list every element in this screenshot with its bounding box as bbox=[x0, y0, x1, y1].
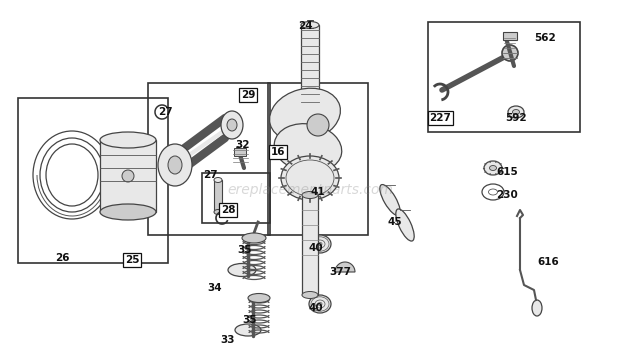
Ellipse shape bbox=[122, 170, 134, 182]
Ellipse shape bbox=[100, 204, 156, 220]
Ellipse shape bbox=[302, 192, 318, 199]
Ellipse shape bbox=[307, 114, 329, 136]
Ellipse shape bbox=[502, 45, 518, 61]
Bar bbox=[214, 180, 222, 212]
Ellipse shape bbox=[484, 161, 502, 175]
Ellipse shape bbox=[513, 110, 520, 114]
Ellipse shape bbox=[168, 156, 182, 174]
Text: 377: 377 bbox=[329, 267, 351, 277]
Bar bbox=[148, 83, 270, 235]
Bar bbox=[428, 22, 580, 132]
Ellipse shape bbox=[100, 132, 156, 148]
Bar bbox=[503, 32, 517, 40]
Text: 33: 33 bbox=[221, 335, 235, 345]
Ellipse shape bbox=[281, 156, 339, 200]
Text: 28: 28 bbox=[221, 205, 235, 215]
Ellipse shape bbox=[235, 324, 261, 336]
Text: 34: 34 bbox=[208, 283, 223, 293]
Text: 24: 24 bbox=[298, 21, 312, 31]
Ellipse shape bbox=[309, 295, 331, 313]
Text: 40: 40 bbox=[309, 303, 323, 313]
Ellipse shape bbox=[302, 291, 318, 298]
Wedge shape bbox=[335, 262, 355, 272]
Ellipse shape bbox=[309, 235, 331, 253]
Ellipse shape bbox=[380, 184, 400, 216]
Ellipse shape bbox=[301, 21, 319, 29]
Text: 16: 16 bbox=[271, 147, 285, 157]
Ellipse shape bbox=[532, 300, 542, 316]
Ellipse shape bbox=[221, 111, 243, 139]
Ellipse shape bbox=[248, 294, 270, 302]
Ellipse shape bbox=[508, 106, 524, 118]
Text: 562: 562 bbox=[534, 33, 556, 43]
Text: 32: 32 bbox=[236, 140, 250, 150]
Text: ereplacementparts.com: ereplacementparts.com bbox=[227, 183, 393, 197]
Ellipse shape bbox=[270, 88, 340, 142]
Text: 227: 227 bbox=[429, 113, 451, 123]
Text: 25: 25 bbox=[125, 255, 140, 265]
Bar bbox=[307, 20, 313, 28]
Bar bbox=[100, 140, 156, 212]
Bar bbox=[234, 148, 246, 156]
Text: 230: 230 bbox=[496, 190, 518, 200]
Text: 40: 40 bbox=[309, 243, 323, 253]
Bar bbox=[302, 195, 318, 295]
Ellipse shape bbox=[158, 144, 192, 186]
Text: 27: 27 bbox=[203, 170, 218, 180]
Bar bbox=[301, 25, 319, 120]
Ellipse shape bbox=[490, 166, 497, 171]
Ellipse shape bbox=[214, 209, 222, 215]
Text: 616: 616 bbox=[537, 257, 559, 267]
Bar bbox=[18, 98, 168, 263]
Ellipse shape bbox=[227, 119, 237, 131]
Ellipse shape bbox=[214, 178, 222, 183]
Ellipse shape bbox=[242, 233, 266, 243]
Text: 27: 27 bbox=[157, 107, 172, 117]
Text: 29: 29 bbox=[241, 90, 255, 100]
Text: 35: 35 bbox=[243, 315, 257, 325]
Text: 35: 35 bbox=[237, 245, 252, 255]
Text: 26: 26 bbox=[55, 253, 69, 263]
Text: 615: 615 bbox=[496, 167, 518, 177]
Text: 45: 45 bbox=[388, 217, 402, 227]
Bar bbox=[268, 83, 368, 235]
Text: 41: 41 bbox=[311, 187, 326, 197]
Ellipse shape bbox=[228, 264, 256, 277]
Bar bbox=[202, 173, 270, 223]
Text: 592: 592 bbox=[505, 113, 527, 123]
Ellipse shape bbox=[274, 124, 342, 172]
Ellipse shape bbox=[396, 209, 414, 241]
